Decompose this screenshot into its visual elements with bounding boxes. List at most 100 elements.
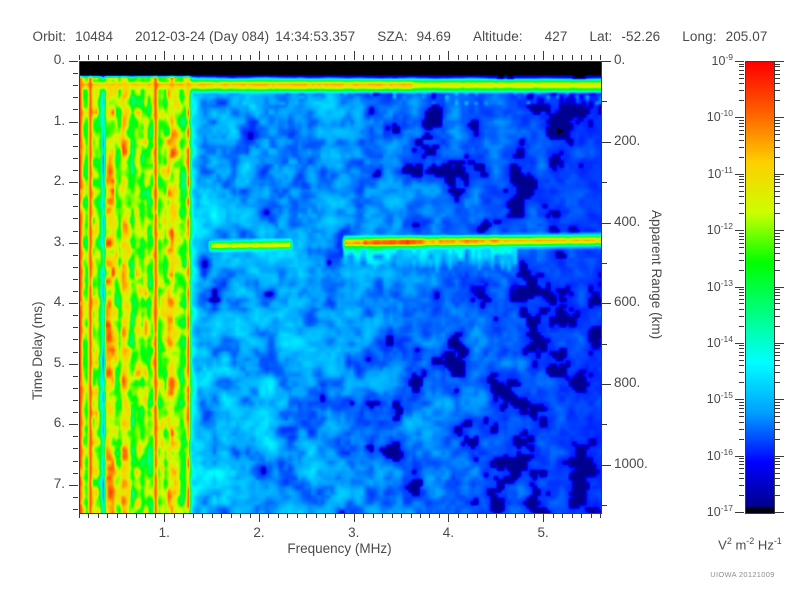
x-axis-tick-label: 1. xyxy=(158,525,170,540)
colorbar-minor-tick xyxy=(739,186,744,187)
x-axis-top-tick xyxy=(240,55,241,60)
y-right-major-tick xyxy=(602,223,611,224)
y-left-minor-tick xyxy=(73,158,78,159)
colorbar-tick-label: 10-13 xyxy=(706,278,733,295)
colorbar-minor-tick-right xyxy=(775,100,780,101)
colorbar-minor-tick-right xyxy=(775,289,780,290)
x-axis-minor-tick xyxy=(392,513,393,518)
colorbar-major-tick-right xyxy=(775,343,784,344)
colorbar-major-tick-right xyxy=(775,287,784,288)
y-right-axis-title: Apparent Range (km) xyxy=(649,210,664,340)
colorbar-minor-tick-right xyxy=(775,253,780,254)
colorbar-minor-tick xyxy=(739,429,744,430)
y-left-minor-tick xyxy=(73,194,78,195)
y-left-minor-tick xyxy=(73,109,78,110)
colorbar-minor-tick-right xyxy=(775,66,780,67)
y-right-minor-tick xyxy=(602,263,607,264)
colorbar-minor-tick xyxy=(739,213,744,214)
colorbar-minor-tick xyxy=(739,360,744,361)
colorbar-minor-tick xyxy=(739,140,744,141)
x-axis-tick-label: 4. xyxy=(442,525,455,540)
x-axis-top-tick xyxy=(287,55,288,60)
colorbar-minor-tick xyxy=(739,461,744,462)
orbit-label: Orbit: xyxy=(32,29,67,44)
x-axis-minor-tick xyxy=(98,513,99,518)
x-axis-minor-tick xyxy=(572,513,573,518)
y-left-tick-label: 0. xyxy=(53,52,65,67)
y-right-tick-label: 600. xyxy=(614,294,641,310)
x-axis-major-tick xyxy=(448,513,449,522)
colorbar-minor-tick xyxy=(739,303,744,304)
y-left-minor-tick xyxy=(73,473,78,474)
x-axis-top-tick xyxy=(486,55,487,60)
colorbar-minor-tick xyxy=(739,191,744,192)
x-axis-minor-tick xyxy=(382,513,383,518)
y-left-minor-tick xyxy=(73,327,78,328)
x-axis-top-tick xyxy=(467,55,468,60)
x-axis-top-tick xyxy=(543,51,544,60)
y-left-major-tick xyxy=(69,303,78,304)
colorbar-minor-tick-right xyxy=(775,348,780,349)
x-axis-minor-tick xyxy=(221,513,222,518)
colorbar-minor-tick xyxy=(739,90,744,91)
colorbar-minor-tick xyxy=(739,120,744,121)
colorbar-minor-tick-right xyxy=(775,295,780,296)
x-axis-minor-tick xyxy=(287,513,288,518)
y-left-minor-tick xyxy=(73,509,78,510)
x-axis-minor-tick xyxy=(231,513,232,518)
colorbar-minor-tick-right xyxy=(775,70,780,71)
colorbar-minor-tick-right xyxy=(775,270,780,271)
x-axis-top-tick xyxy=(562,55,563,60)
colorbar-minor-tick-right xyxy=(775,247,780,248)
colorbar-minor-tick-right xyxy=(775,243,780,244)
x-axis-minor-tick xyxy=(126,513,127,518)
x-axis-minor-tick xyxy=(240,513,241,518)
colorbar-major-tick-right xyxy=(775,230,784,231)
colorbar-minor-tick xyxy=(739,485,744,486)
y-right-minor-tick xyxy=(602,344,607,345)
colorbar-minor-tick xyxy=(739,236,744,237)
y-right-minor-tick xyxy=(602,424,607,425)
x-axis-minor-tick xyxy=(581,513,582,518)
y-left-tick-label: 3. xyxy=(53,233,65,249)
colorbar-minor-tick-right xyxy=(775,64,780,65)
x-axis-major-tick xyxy=(354,513,355,522)
x-axis-minor-tick xyxy=(553,513,554,518)
y-right-major-tick xyxy=(602,142,611,143)
unit-hertz: Hz xyxy=(754,537,774,553)
colorbar-minor-tick xyxy=(739,182,744,183)
y-left-minor-tick xyxy=(73,315,78,316)
colorbar-minor-tick xyxy=(739,289,744,290)
x-axis-top-tick xyxy=(553,55,554,60)
colorbar-minor-tick-right xyxy=(775,78,780,79)
x-axis-tick-label: 3. xyxy=(348,525,360,540)
y-left-minor-tick xyxy=(73,85,78,86)
y-left-major-tick xyxy=(69,61,78,62)
y-left-minor-tick xyxy=(73,497,78,498)
x-axis-top-tick xyxy=(98,55,99,60)
x-axis-minor-tick xyxy=(174,513,175,518)
y-left-minor-tick xyxy=(73,218,78,219)
colorbar-tick-label: 10-9 xyxy=(711,52,733,69)
colorbar-minor-tick xyxy=(739,345,744,346)
y-left-major-tick xyxy=(69,243,78,244)
x-axis-top-tick xyxy=(477,55,478,60)
colorbar-minor-tick-right xyxy=(775,130,780,131)
colorbar-major-tick xyxy=(735,287,744,288)
y-left-tick-label: 6. xyxy=(53,415,65,431)
x-axis-top-tick xyxy=(524,55,525,60)
orbit-value: 10484 xyxy=(75,29,114,44)
x-axis-minor-tick xyxy=(363,513,364,518)
y-right-minor-tick xyxy=(602,182,607,183)
colorbar-minor-tick-right xyxy=(775,126,780,127)
colorbar-major-tick-right xyxy=(775,117,784,118)
colorbar-minor-tick xyxy=(739,134,744,135)
unit-volt: V xyxy=(718,537,727,553)
colorbar-minor-tick-right xyxy=(775,382,780,383)
colorbar-minor-tick xyxy=(739,157,744,158)
x-axis-top-tick xyxy=(88,55,89,60)
x-axis-top-tick xyxy=(429,55,430,60)
colorbar-minor-tick xyxy=(739,408,744,409)
x-axis-minor-tick xyxy=(306,513,307,518)
colorbar-major-tick xyxy=(735,230,744,231)
